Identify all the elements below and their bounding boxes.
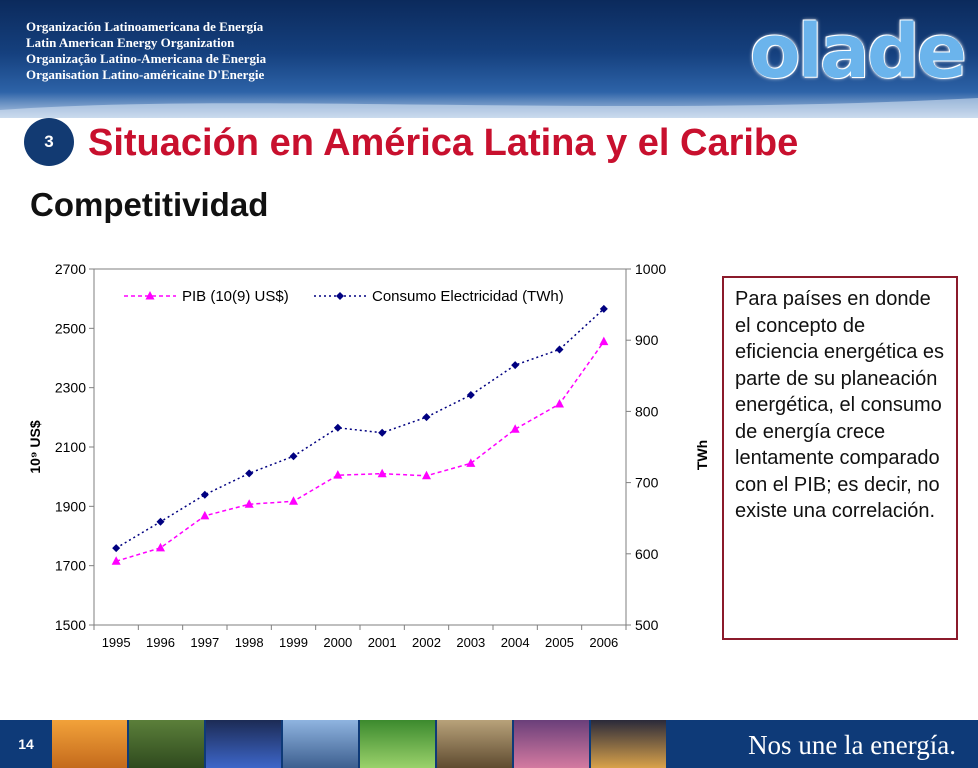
electricity-data-point	[289, 452, 298, 461]
x-tick-label: 1997	[190, 635, 219, 650]
refinery-photo	[129, 720, 204, 768]
org-name-pt: Organização Latino-Americana de Energia	[26, 51, 267, 66]
electricity-data-point	[245, 469, 254, 478]
x-tick-label: 1998	[235, 635, 264, 650]
pib-data-point	[111, 556, 121, 565]
x-tick-label: 2000	[323, 635, 352, 650]
pib-data-point	[422, 470, 431, 480]
y-right-tick-label: 600	[635, 546, 659, 562]
slide-subtitle: Competitividad	[30, 186, 269, 223]
pib-data-point	[466, 458, 476, 467]
y-right-tick-label: 1000	[635, 261, 666, 277]
page-number: 14	[18, 736, 34, 752]
pib-series-line	[115, 341, 605, 562]
y-right-tick-label: 800	[635, 403, 659, 419]
y-left-tick-label: 1900	[55, 498, 86, 514]
mining-photo	[437, 720, 512, 768]
footer-bar: 14 Nos une la energía.	[0, 720, 978, 768]
x-tick-label: 1995	[102, 635, 131, 650]
y-right-tick-label: 700	[635, 475, 659, 491]
y-right-tick-label: 500	[635, 617, 659, 633]
solar-panel-photo	[283, 720, 358, 768]
footer-photo-strip	[52, 720, 668, 768]
organization-names: Organización Latinoamericana de Energía …	[26, 19, 266, 83]
x-tick-label: 1996	[146, 635, 175, 650]
y-left-tick-label: 2300	[55, 380, 86, 396]
note-text: Para países en donde el concepto de efic…	[735, 288, 945, 522]
note-box: Para países en donde el concepto de efic…	[722, 276, 958, 640]
electricity-legend-marker	[336, 292, 344, 300]
pib-legend-label: PIB (10(9) US$)	[182, 288, 289, 305]
y-left-tick-label: 2500	[55, 320, 86, 336]
pib-data-point	[599, 336, 609, 346]
x-tick-label: 2001	[368, 635, 397, 650]
pib-data-point	[510, 424, 520, 433]
electricity-series-line	[115, 308, 605, 549]
electricity-data-point	[511, 361, 520, 370]
x-tick-label: 2004	[501, 635, 530, 650]
x-tick-label: 2002	[412, 635, 441, 650]
y-left-tick-label: 1500	[55, 617, 86, 633]
electricity-data-point	[555, 345, 564, 354]
x-tick-label: 2006	[589, 635, 618, 650]
footer-tagline: Nos une la energía.	[748, 730, 956, 760]
electricity-data-point	[422, 413, 431, 422]
electricity-data-point	[156, 517, 165, 526]
x-tick-label: 2003	[456, 635, 485, 650]
pib-data-point	[333, 470, 343, 479]
section-number-badge: 3	[24, 118, 74, 166]
pib-data-point	[156, 542, 165, 552]
electricity-data-point	[112, 544, 121, 553]
electricity-data-point	[466, 391, 475, 400]
gas-flame-photo	[206, 720, 281, 768]
pib-electricity-line-chart: 1500 1700 1900 2100 2300 2500 2700 500 600 700 800…	[27, 261, 710, 650]
leaf-photo	[360, 720, 435, 768]
electricity-data-point	[599, 304, 608, 313]
y-left-tick-label: 2100	[55, 439, 86, 455]
electricity-data-point	[378, 428, 387, 437]
y-right-axis-title: TWh	[694, 440, 710, 470]
industrial-night-photo	[591, 720, 666, 768]
org-name-en: Latin American Energy Organization	[26, 35, 235, 50]
x-tick-label: 2005	[545, 635, 574, 650]
header-banner: Organización Latinoamericana de Energía …	[0, 0, 978, 118]
pib-data-point	[200, 510, 210, 520]
electricity-legend-label: Consumo Electricidad (TWh)	[372, 288, 564, 305]
y-left-tick-label: 1700	[55, 558, 86, 574]
x-tick-label: 1999	[279, 635, 308, 650]
pib-legend-marker	[145, 291, 155, 300]
pib-data-point	[289, 496, 298, 505]
pib-data-point	[244, 499, 254, 508]
org-name-fr: Organisation Latino-américaine D'Energie	[26, 67, 265, 82]
electricity-data-point	[200, 490, 209, 499]
header-wave-decoration	[0, 98, 978, 118]
pib-data-point	[377, 468, 387, 478]
y-left-tick-label: 2700	[55, 261, 86, 277]
wind-turbine-photo	[52, 720, 127, 768]
org-name-es: Organización Latinoamericana de Energía	[26, 19, 264, 34]
slide-title: Situación en América Latina y el Caribe	[88, 122, 799, 164]
chart-container: 1500 1700 1900 2100 2300 2500 2700 500 600 700 800…	[20, 255, 710, 665]
olade-logo: olade	[749, 9, 967, 95]
plot-area-frame	[93, 268, 627, 626]
y-right-tick-label: 900	[635, 332, 659, 348]
pib-data-point	[555, 398, 564, 408]
electricity-data-point	[333, 423, 342, 432]
y-left-axis-title: 10⁹ US$	[27, 420, 43, 474]
power-lines-photo	[514, 720, 589, 768]
